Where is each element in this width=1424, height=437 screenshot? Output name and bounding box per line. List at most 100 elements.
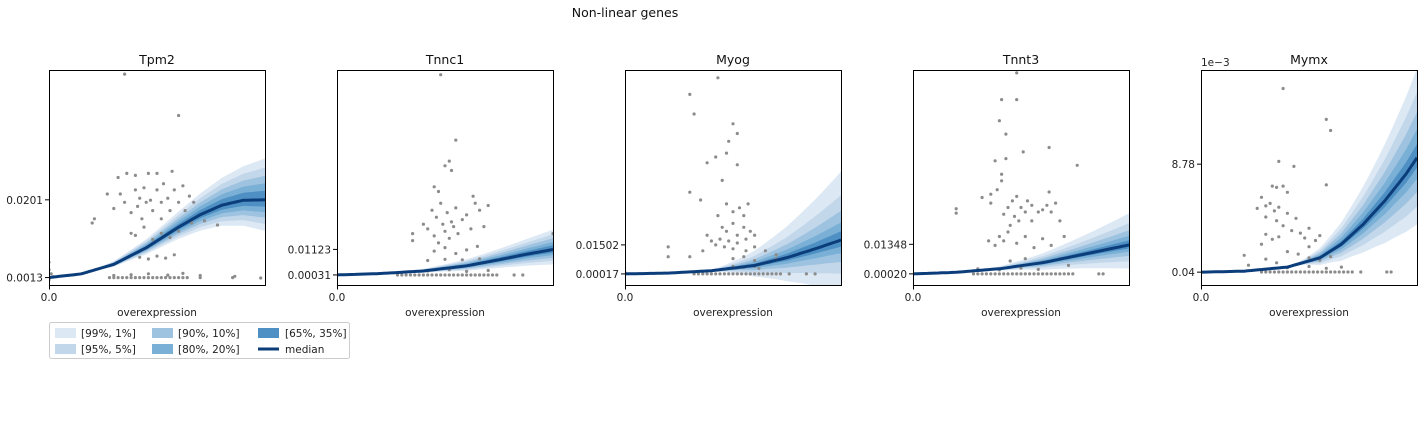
data-point: [445, 211, 449, 215]
data-point: [770, 272, 774, 276]
data-point: [118, 192, 122, 196]
data-point: [478, 257, 482, 261]
data-point: [1359, 270, 1363, 274]
data-point: [1010, 199, 1015, 203]
data-point: [1000, 179, 1004, 183]
data-point: [761, 272, 765, 276]
data-point: [1275, 185, 1279, 189]
data-point: [1264, 257, 1268, 261]
data-point: [478, 273, 482, 277]
data-point: [133, 233, 137, 237]
data-point: [1019, 272, 1023, 276]
data-point: [1329, 128, 1333, 133]
legend-swatch-band-90-10: [152, 328, 173, 338]
data-point: [434, 273, 438, 277]
data-point: [454, 251, 458, 256]
data-point: [432, 249, 436, 253]
data-point: [714, 155, 718, 159]
data-point: [666, 255, 670, 259]
data-point: [997, 272, 1002, 276]
legend: [99%, 1%] [95%, 5%] [90%, 10%] [80%, 20%…: [49, 322, 350, 359]
data-point: [696, 272, 701, 276]
data-point: [731, 221, 735, 225]
data-point: [1313, 238, 1318, 243]
data-point: [168, 235, 172, 240]
y-tick-label: 8.78: [1172, 159, 1195, 171]
data-point: [482, 273, 486, 277]
data-point: [183, 209, 187, 213]
data-point: [1021, 150, 1025, 154]
data-point: [465, 248, 469, 252]
data-point: [177, 113, 181, 118]
data-point: [512, 273, 516, 277]
data-point: [699, 198, 703, 202]
data-point: [1062, 234, 1066, 239]
data-point: [720, 178, 724, 182]
data-point: [1023, 210, 1027, 214]
data-point: [971, 272, 976, 276]
data-point: [1307, 245, 1311, 249]
data-point: [400, 273, 404, 277]
data-point: [1285, 250, 1289, 254]
x-tick-label: 0.0: [41, 292, 58, 304]
data-point: [705, 272, 709, 276]
data-point: [1272, 209, 1276, 213]
data-point: [714, 243, 718, 247]
data-point: [1008, 223, 1012, 227]
data-point: [735, 272, 739, 276]
band-4: [1201, 144, 1417, 273]
median-line: [913, 243, 1129, 276]
data-point: [164, 276, 168, 280]
data-point: [181, 276, 185, 280]
data-point: [146, 171, 150, 175]
data-point: [954, 207, 958, 211]
data-point: [1008, 259, 1012, 263]
data-point: [490, 273, 495, 277]
data-point: [1259, 242, 1264, 246]
data-point: [1264, 215, 1268, 219]
band-1: [49, 167, 265, 278]
plot-area: [337, 73, 553, 277]
data-point: [1285, 270, 1289, 274]
band-4: [625, 231, 841, 274]
legend-swatch-band-80-20: [152, 344, 173, 354]
data-point: [129, 276, 133, 280]
data-point: [735, 163, 739, 167]
data-point: [1049, 243, 1053, 247]
data-point: [989, 201, 993, 205]
data-point: [1281, 184, 1285, 188]
data-point: [233, 274, 237, 278]
data-point: [426, 273, 430, 277]
data-point: [1045, 272, 1049, 276]
data-point: [709, 272, 714, 276]
data-point: [731, 247, 735, 251]
data-point: [709, 239, 714, 243]
data-point: [426, 258, 430, 263]
data-point: [1307, 270, 1311, 274]
data-point: [980, 195, 984, 200]
data-point: [744, 237, 748, 241]
x-axis-label: overexpression: [981, 307, 1061, 319]
y-offset-label: 1e−3: [1201, 57, 1230, 69]
data-point: [125, 171, 129, 175]
panels: Tpm2 0.0 0.0013 0.0201 overexpression Tnnc1 0.…: [6, 52, 1418, 319]
data-point: [1036, 210, 1040, 214]
data-point: [1000, 98, 1004, 102]
data-point: [1339, 265, 1343, 269]
data-point: [155, 188, 159, 192]
data-point: [1004, 157, 1008, 161]
x-axis-label: overexpression: [405, 307, 485, 319]
data-point: [107, 276, 112, 280]
data-point: [720, 225, 724, 229]
data-point: [159, 217, 163, 221]
data-point: [140, 217, 144, 221]
data-point: [1298, 270, 1302, 274]
legend-swatch-band-95-5: [55, 344, 76, 354]
data-point: [1028, 272, 1032, 276]
median-line: [625, 238, 841, 276]
data-point: [1316, 270, 1320, 274]
data-point: [740, 272, 744, 276]
data-point: [441, 222, 445, 226]
data-point: [129, 211, 133, 215]
data-point: [1350, 270, 1354, 274]
